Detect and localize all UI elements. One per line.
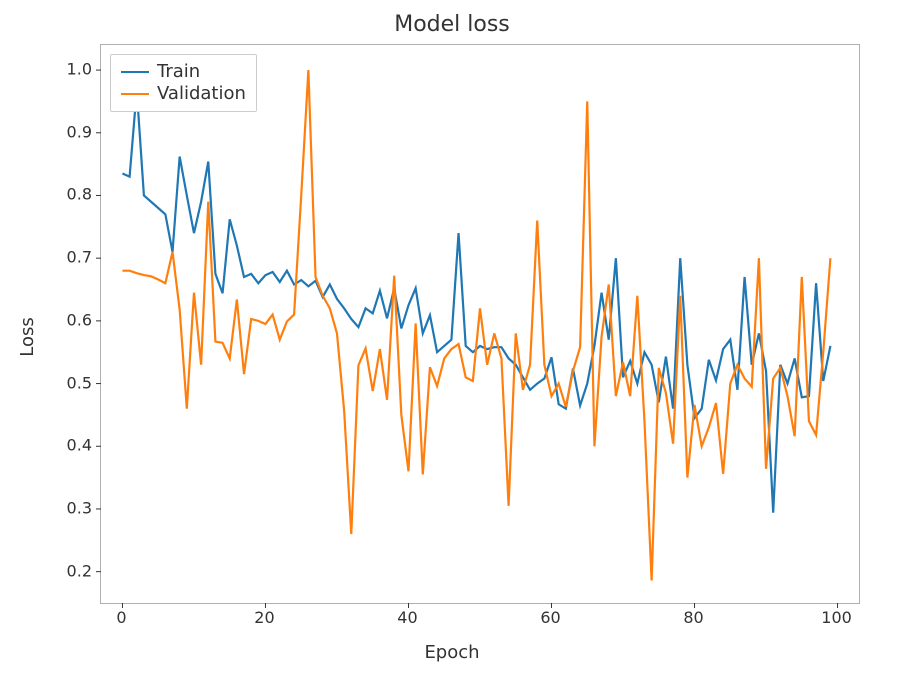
series-group [122, 70, 830, 580]
y-tick-label: 0.9 [67, 122, 92, 141]
legend: Train Validation [110, 54, 257, 112]
x-tick-label: 60 [540, 608, 560, 627]
y-tick-label: 0.6 [67, 310, 92, 329]
x-tick-label: 20 [254, 608, 274, 627]
y-axis-label: Loss [17, 317, 38, 356]
y-axis-ticks [96, 70, 101, 572]
plot-area [100, 44, 860, 604]
series-line-validation [122, 70, 830, 580]
x-tick-label: 100 [821, 608, 852, 627]
legend-item-validation: Validation [121, 83, 246, 105]
legend-swatch-train [121, 71, 149, 73]
legend-label-train: Train [157, 61, 200, 83]
figure: Model loss Loss 0 20 40 60 80 100 0.2 0.3 0.4 0.… [0, 0, 904, 673]
y-tick-label: 0.8 [67, 185, 92, 204]
x-tick-label: 40 [397, 608, 417, 627]
y-tick-label: 0.5 [67, 373, 92, 392]
y-tick-label: 0.2 [67, 561, 92, 580]
x-tick-label: 80 [683, 608, 703, 627]
plot-svg [101, 45, 859, 603]
legend-swatch-validation [121, 93, 149, 95]
y-tick-label: 0.4 [67, 436, 92, 455]
x-axis-ticks [122, 603, 837, 608]
legend-label-validation: Validation [157, 83, 246, 105]
y-tick-label: 1.0 [67, 60, 92, 79]
y-tick-label: 0.3 [67, 498, 92, 517]
legend-item-train: Train [121, 61, 246, 83]
x-tick-label: 0 [116, 608, 126, 627]
y-tick-label: 0.7 [67, 248, 92, 267]
chart-title: Model loss [0, 12, 904, 37]
x-axis-label: Epoch [0, 642, 904, 663]
